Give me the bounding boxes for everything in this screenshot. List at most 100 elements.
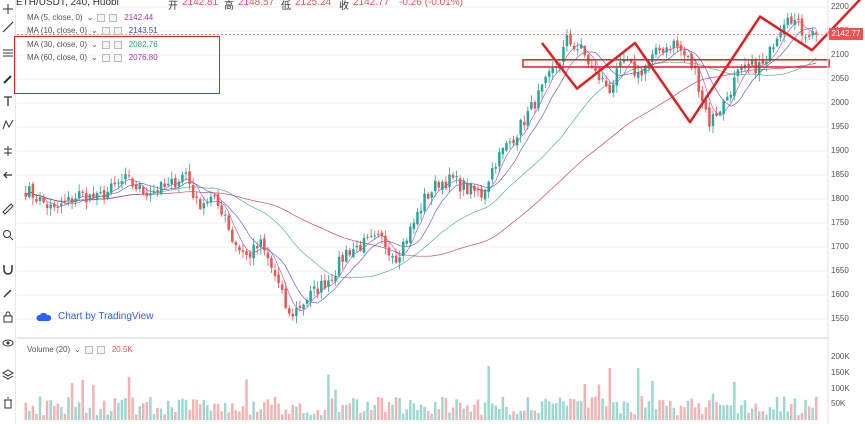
back-arrow-icon[interactable] xyxy=(0,166,15,184)
candle-body xyxy=(462,181,465,190)
text-tool-icon[interactable] xyxy=(0,92,15,110)
candle-body xyxy=(191,184,195,198)
candle-body xyxy=(473,185,476,191)
pencil-lock-icon[interactable] xyxy=(0,284,15,302)
candle-body xyxy=(102,189,106,200)
candle-body xyxy=(188,171,191,185)
close-icon[interactable] xyxy=(113,53,122,62)
chevron-down-icon[interactable]: ⌄ xyxy=(91,26,98,35)
legend-label: MA (30, close, 0) xyxy=(27,40,88,49)
volume-bar xyxy=(807,406,811,420)
candle-body xyxy=(245,251,248,255)
volume-tick-label: 50K xyxy=(831,399,846,409)
volume-bar xyxy=(409,400,412,420)
volume-bar xyxy=(53,405,56,420)
legend-label: MA (10, close, 0) xyxy=(27,26,88,35)
volume-bar xyxy=(45,400,49,420)
volume-bar xyxy=(348,403,352,420)
candle-body xyxy=(99,192,102,194)
settings-icon[interactable] xyxy=(84,345,93,354)
candle-body xyxy=(166,183,170,186)
candle-body xyxy=(629,60,633,63)
volume-bar xyxy=(466,405,469,420)
eye-icon[interactable] xyxy=(0,334,15,352)
volume-bar xyxy=(209,410,213,420)
volume-bar xyxy=(213,403,216,420)
volume-bar xyxy=(683,407,686,420)
change-value: -0.26 (-0.01%) xyxy=(399,0,463,8)
volume-bar xyxy=(455,399,458,420)
chevron-down-icon[interactable]: ⌄ xyxy=(74,345,81,354)
candle-body xyxy=(615,68,619,86)
close-icon[interactable] xyxy=(113,40,122,49)
volume-bar xyxy=(793,398,797,420)
brush-icon[interactable] xyxy=(0,70,15,88)
volume-bar xyxy=(733,381,736,420)
chevron-down-icon[interactable]: ⌄ xyxy=(91,53,98,62)
layers-icon[interactable] xyxy=(0,366,15,384)
volume-bar xyxy=(124,398,127,420)
volume-bar xyxy=(797,415,800,420)
legend-label: MA (60, close, 0) xyxy=(27,53,88,62)
trash-icon[interactable] xyxy=(0,394,15,412)
fib-icon[interactable] xyxy=(0,44,15,62)
legend-ma60[interactable]: MA (60, close, 0) ⌄ 2076.80 xyxy=(27,52,158,63)
candle-body xyxy=(330,279,334,281)
volume-bar xyxy=(88,407,92,420)
zoom-icon[interactable] xyxy=(0,226,15,244)
trend-line-icon[interactable] xyxy=(0,18,15,36)
settings-icon[interactable] xyxy=(101,40,110,49)
chevron-down-icon[interactable]: ⌄ xyxy=(86,13,94,22)
prediction-icon[interactable] xyxy=(0,142,15,160)
price-tick-label: 2000 xyxy=(831,98,849,107)
close-label: 收 xyxy=(339,1,349,12)
candle-body xyxy=(583,46,587,56)
volume-bar xyxy=(174,412,177,420)
volume-bar xyxy=(273,396,277,420)
close-icon[interactable] xyxy=(109,13,118,22)
volume-bar xyxy=(195,399,198,420)
lock-icon[interactable] xyxy=(0,308,15,326)
candle-body xyxy=(800,18,804,36)
volume-bar xyxy=(270,404,273,420)
magnet-icon[interactable] xyxy=(0,260,15,278)
volume-bar xyxy=(658,400,661,420)
candle-body xyxy=(298,305,302,308)
candle-body xyxy=(661,48,665,53)
chevron-down-icon[interactable]: ⌄ xyxy=(91,40,98,49)
candle-body xyxy=(195,196,198,198)
candle-body xyxy=(597,73,601,81)
crosshair-icon[interactable] xyxy=(0,0,15,18)
volume-bar xyxy=(786,411,789,420)
candle-body xyxy=(761,59,765,64)
watermark[interactable]: Chart by TradingView xyxy=(36,311,153,322)
close-icon[interactable] xyxy=(113,26,122,35)
volume-bar xyxy=(344,405,348,420)
candle-body xyxy=(718,111,722,115)
settings-icon[interactable] xyxy=(101,26,110,35)
candle-body xyxy=(505,143,508,151)
legend-ma5[interactable]: MA (5, close, 0) ⌄ 2142.44 xyxy=(27,12,153,23)
settings-icon[interactable] xyxy=(101,53,110,62)
pattern-icon[interactable] xyxy=(0,116,15,134)
candle-body xyxy=(67,196,70,201)
legend-ma10[interactable]: MA (10, close, 0) ⌄ 2143.51 xyxy=(27,25,158,36)
volume-legend[interactable]: Volume (20) ⌄ 20.5K xyxy=(27,345,133,354)
price-tick-label: 1750 xyxy=(831,218,849,227)
candle-body xyxy=(466,183,469,194)
settings-icon[interactable] xyxy=(97,13,106,22)
volume-bar xyxy=(373,404,376,420)
volume-bar xyxy=(715,402,718,420)
close-icon[interactable] xyxy=(96,345,105,354)
ruler-icon[interactable] xyxy=(0,200,15,218)
close-value: 2142.77 xyxy=(353,0,390,8)
volume-bar xyxy=(277,403,280,420)
legend-ma30[interactable]: MA (30, close, 0) ⌄ 2082.76 xyxy=(27,39,158,50)
candle-body xyxy=(547,71,551,77)
candle-body xyxy=(483,189,487,200)
candle-body xyxy=(594,67,597,71)
candle-body xyxy=(811,31,814,36)
volume-bar xyxy=(109,411,113,420)
volume-bar xyxy=(701,413,704,420)
